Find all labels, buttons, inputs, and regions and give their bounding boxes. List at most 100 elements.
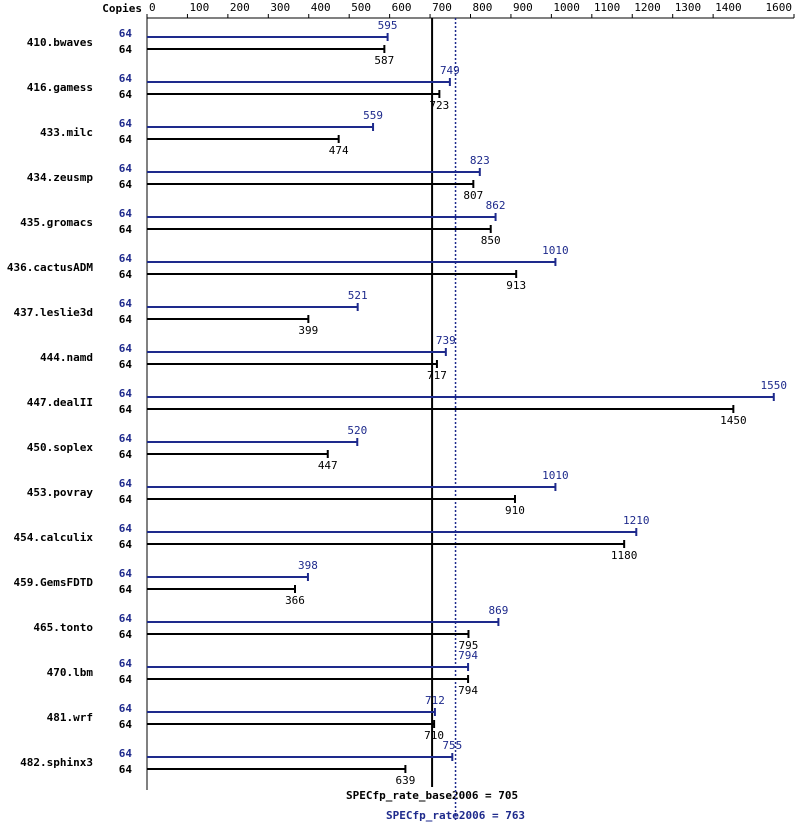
x-tick-label: 600 — [392, 1, 412, 14]
copies-label: 64 — [119, 747, 133, 760]
value-label: 749 — [440, 64, 460, 77]
category-label: 453.povray — [27, 486, 94, 499]
value-label: 398 — [298, 559, 318, 572]
value-label: 399 — [298, 324, 318, 337]
category-label: 454.calculix — [14, 531, 94, 544]
value-label: 823 — [470, 154, 490, 167]
value-label: 559 — [363, 109, 383, 122]
category-label: 410.bwaves — [27, 36, 93, 49]
copies-label: 64 — [119, 72, 133, 85]
category-label: 450.soplex — [27, 441, 94, 454]
copies-label: 64 — [119, 432, 133, 445]
category-label: 435.gromacs — [20, 216, 93, 229]
value-label: 862 — [486, 199, 506, 212]
copies-label: 64 — [119, 223, 133, 236]
copies-label: 64 — [119, 252, 133, 265]
copies-label: 64 — [119, 207, 133, 220]
value-label: 795 — [459, 639, 479, 652]
x-tick-label: 100 — [189, 1, 209, 14]
value-label: 474 — [329, 144, 349, 157]
reference-label: SPECfp_rate_base2006 = 705 — [346, 789, 518, 802]
x-tick-label: 900 — [513, 1, 533, 14]
copies-label: 64 — [119, 657, 133, 670]
category-label: 470.lbm — [47, 666, 94, 679]
copies-label: 64 — [119, 358, 133, 371]
copies-label: 64 — [119, 403, 133, 416]
copies-label: 64 — [119, 313, 133, 326]
copies-label: 64 — [119, 612, 133, 625]
value-label: 587 — [374, 54, 394, 67]
copies-label: 64 — [119, 702, 133, 715]
copies-label: 64 — [119, 567, 133, 580]
copies-label: 64 — [119, 763, 133, 776]
copies-label: 64 — [119, 268, 133, 281]
value-label: 639 — [395, 774, 415, 787]
copies-label: 64 — [119, 448, 133, 461]
value-label: 723 — [429, 99, 449, 112]
value-label: 913 — [506, 279, 526, 292]
value-label: 595 — [378, 19, 398, 32]
copies-label: 64 — [119, 133, 133, 146]
value-label: 1550 — [761, 379, 788, 392]
value-label: 1210 — [623, 514, 650, 527]
copies-label: 64 — [119, 162, 133, 175]
x-tick-label: 300 — [270, 1, 290, 14]
copies-label: 64 — [119, 117, 133, 130]
copies-label: 64 — [119, 538, 133, 551]
category-label: 416.gamess — [27, 81, 93, 94]
value-label: 366 — [285, 594, 305, 607]
copies-label: 64 — [119, 43, 133, 56]
copies-label: 64 — [119, 477, 133, 490]
copies-label: 64 — [119, 673, 133, 686]
reference-label: SPECfp_rate2006 = 763 — [386, 809, 525, 822]
x-tick-label: 1000 — [553, 1, 580, 14]
x-tick-label: 400 — [311, 1, 331, 14]
value-label: 739 — [436, 334, 456, 347]
value-label: 1010 — [542, 244, 569, 257]
value-label: 910 — [505, 504, 525, 517]
copies-label: 64 — [119, 387, 133, 400]
x-tick-label: 1100 — [594, 1, 621, 14]
value-label: 1010 — [542, 469, 569, 482]
category-label: 465.tonto — [33, 621, 93, 634]
value-label: 869 — [488, 604, 508, 617]
x-tick-label: 800 — [473, 1, 493, 14]
x-tick-label: 0 — [149, 1, 156, 14]
value-label: 520 — [347, 424, 367, 437]
category-label: 436.cactusADM — [7, 261, 93, 274]
copies-label: 64 — [119, 88, 133, 101]
category-label: 437.leslie3d — [14, 306, 93, 319]
copies-label: 64 — [119, 342, 133, 355]
copies-label: 64 — [119, 522, 133, 535]
category-label: 444.namd — [40, 351, 93, 364]
value-label: 1450 — [720, 414, 747, 427]
x-tick-label: 700 — [432, 1, 452, 14]
x-tick-label: 1300 — [675, 1, 702, 14]
value-label: 717 — [427, 369, 447, 382]
copies-label: 64 — [119, 27, 133, 40]
x-tick-label: 1400 — [715, 1, 742, 14]
category-label: 459.GemsFDTD — [14, 576, 94, 589]
copies-label: 64 — [119, 178, 133, 191]
copies-label: 64 — [119, 493, 133, 506]
x-tick-label: 1600 — [766, 1, 793, 14]
value-label: 1180 — [611, 549, 638, 562]
copies-label: 64 — [119, 718, 133, 731]
value-label: 712 — [425, 694, 445, 707]
category-label: 482.sphinx3 — [20, 756, 93, 769]
value-label: 447 — [318, 459, 338, 472]
copies-label: 64 — [119, 628, 133, 641]
value-label: 755 — [442, 739, 462, 752]
value-label: 807 — [463, 189, 483, 202]
copies-label: 64 — [119, 583, 133, 596]
value-label: 521 — [348, 289, 368, 302]
copies-header: Copies — [102, 2, 142, 15]
copies-label: 64 — [119, 297, 133, 310]
x-tick-label: 1200 — [634, 1, 661, 14]
x-tick-label: 500 — [351, 1, 371, 14]
category-label: 481.wrf — [47, 711, 93, 724]
value-label: 794 — [458, 684, 478, 697]
x-tick-label: 200 — [230, 1, 250, 14]
